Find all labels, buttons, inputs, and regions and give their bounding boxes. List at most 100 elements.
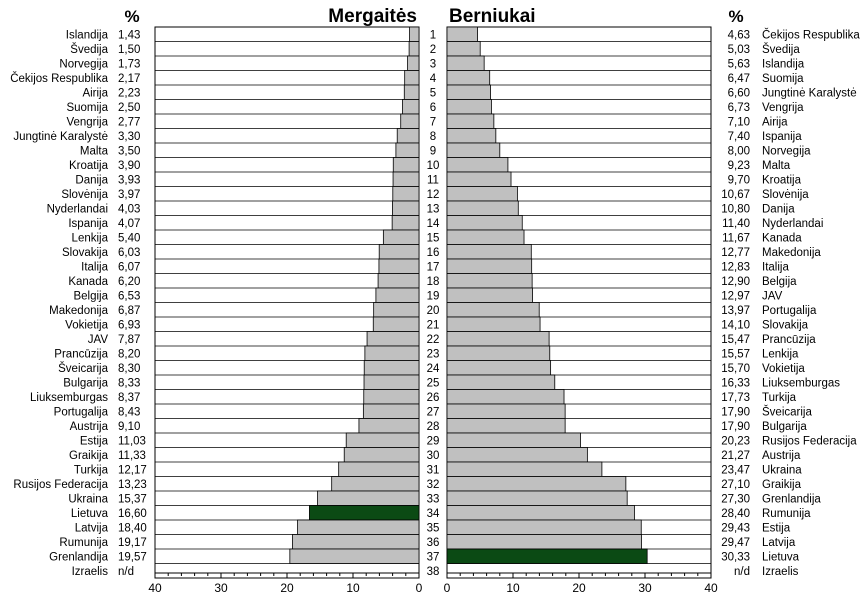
girls-value-label: n/d xyxy=(118,566,134,578)
boys-value-label: 8,00 xyxy=(728,145,750,157)
girls-bar xyxy=(404,70,420,86)
girls-value-label: 5,40 xyxy=(118,232,140,244)
boys-country-label: Malta xyxy=(762,160,791,172)
rank-label: 25 xyxy=(427,377,440,389)
boys-bar xyxy=(446,476,627,492)
girls-value-label: 6,53 xyxy=(118,290,140,302)
girls-country-label: Lenkija xyxy=(72,232,109,244)
girls-value-label: 11,33 xyxy=(118,450,146,462)
boys-value-label: 7,10 xyxy=(728,116,750,128)
x-axes: 40 30 20 10 0 0 10 20 30 40 xyxy=(148,572,718,595)
girls-country-label: Islandija xyxy=(66,29,109,41)
rank-label: 16 xyxy=(427,247,440,259)
axis-tick-label: 0 xyxy=(416,581,423,595)
rank-label: 15 xyxy=(427,232,440,244)
boys-country-label: Danija xyxy=(762,203,795,215)
boys-country-label: Ukraina xyxy=(762,464,802,476)
girls-bar xyxy=(392,157,420,173)
boys-bar xyxy=(446,360,552,376)
girls-value-label: 8,20 xyxy=(118,348,140,360)
boys-country-label: Latvija xyxy=(762,537,796,549)
boys-country-label: Belgija xyxy=(762,276,797,288)
girls-country-label: Prancūzija xyxy=(54,348,108,360)
boys-value-label: 9,23 xyxy=(728,160,750,172)
boys-bar xyxy=(446,244,532,260)
boys-bar xyxy=(446,273,533,289)
axis-tick-label: 20 xyxy=(572,581,586,595)
girls-value-label: 1,50 xyxy=(118,44,140,56)
boys-country-label: Austrija xyxy=(762,450,801,462)
boys-value-label: 17,90 xyxy=(721,421,750,433)
girls-bar xyxy=(364,345,420,361)
boys-value-label: 28,40 xyxy=(721,508,750,520)
girls-country-label: Grenlandija xyxy=(49,551,108,563)
girls-value-label: 3,93 xyxy=(118,174,140,186)
boys-country-label: Makedonija xyxy=(762,247,821,259)
girls-country-label: Rusijos Federacija xyxy=(13,479,108,491)
boys-value-label: 10,80 xyxy=(721,203,750,215)
rank-label: 37 xyxy=(427,551,440,563)
boys-country-label: Ispanija xyxy=(762,131,802,143)
boys-value-label: 5,63 xyxy=(728,58,750,70)
girls-country-label: Danija xyxy=(75,174,108,186)
boys-bar xyxy=(446,505,635,521)
boys-bar xyxy=(446,142,501,158)
rank-label: 21 xyxy=(427,319,440,331)
boys-bar xyxy=(446,316,541,332)
rank-label: 20 xyxy=(427,305,440,317)
boys-country-label: Suomija xyxy=(762,73,804,85)
boys-country-label: Islandija xyxy=(762,58,805,70)
girls-country-label: Makedonija xyxy=(49,305,108,317)
rank-label: 22 xyxy=(427,334,440,346)
rank-label: 17 xyxy=(427,261,440,273)
girls-bar xyxy=(297,519,420,535)
girls-bar xyxy=(292,534,420,550)
girls-value-label: 4,03 xyxy=(118,203,140,215)
girls-bar xyxy=(392,200,420,216)
girls-country-label: Nyderlandai xyxy=(47,203,108,215)
rank-label: 10 xyxy=(427,160,440,172)
boys-bar xyxy=(446,113,495,129)
boys-value-label: 27,30 xyxy=(721,493,750,505)
boys-bar xyxy=(446,519,642,535)
rank-label: 28 xyxy=(427,421,440,433)
girls-value-label: 2,50 xyxy=(118,102,140,114)
boys-value-label: 12,77 xyxy=(721,247,750,259)
boys-value-label: 15,70 xyxy=(721,363,750,375)
rank-label: 38 xyxy=(427,566,440,578)
boys-country-label: Graikija xyxy=(762,479,802,491)
rank-label: 27 xyxy=(427,406,440,418)
boys-value-label: 21,27 xyxy=(721,450,750,462)
boys-country-label: Slovėnija xyxy=(762,189,809,201)
rank-label: 13 xyxy=(427,203,440,215)
boys-bar xyxy=(446,186,518,202)
girls-bar xyxy=(373,302,420,318)
girls-country-label: Turkija xyxy=(74,464,109,476)
girls-value-label: 8,33 xyxy=(118,377,140,389)
boys-country-label: Vokietija xyxy=(762,363,805,375)
girls-bar xyxy=(338,461,420,477)
rank-label: 24 xyxy=(427,363,440,375)
boys-value-label: 13,97 xyxy=(721,305,750,317)
girls-country-label: Lietuva xyxy=(71,508,109,520)
girls-value-label: 2,17 xyxy=(118,73,140,85)
boys-bar xyxy=(446,41,481,57)
rank-label: 19 xyxy=(427,290,440,302)
girls-country-label: Jungtinė Karalystė xyxy=(13,131,108,143)
boys-country-label: Airija xyxy=(762,116,788,128)
boys-bar xyxy=(446,157,509,173)
boys-value-label: 5,03 xyxy=(728,44,750,56)
boys-value-label: 12,97 xyxy=(721,290,750,302)
girls-bar xyxy=(289,548,420,564)
girls-bar xyxy=(372,316,420,332)
rank-label: 4 xyxy=(430,73,437,85)
boys-value-label: 12,83 xyxy=(721,261,750,273)
boys-country-label: Švedija xyxy=(762,43,800,56)
girls-value-label: 8,30 xyxy=(118,363,140,375)
girls-bar xyxy=(407,55,420,71)
girls-country-label: Airija xyxy=(82,87,108,99)
girls-value-label: 6,93 xyxy=(118,319,140,331)
boys-value-label: 6,73 xyxy=(728,102,750,114)
girls-bar xyxy=(363,374,420,390)
girls-value-label: 6,87 xyxy=(118,305,140,317)
